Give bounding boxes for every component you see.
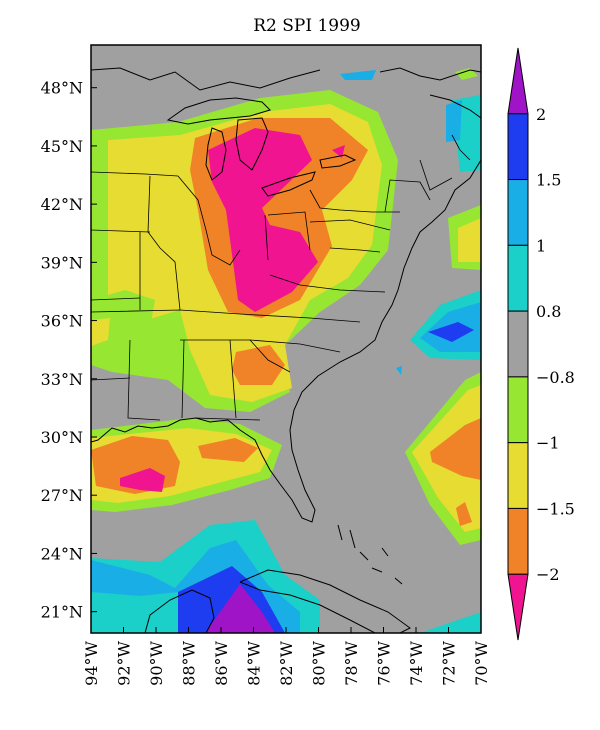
lat-tick-label: 24°N bbox=[41, 544, 83, 563]
lat-tick-label: 27°N bbox=[41, 486, 83, 505]
region-cyan-caribbean-inner bbox=[91, 592, 178, 633]
map-title: R2 SPI 1999 bbox=[253, 16, 361, 36]
colorbar-segment bbox=[507, 179, 529, 246]
lon-tick-label: 72°W bbox=[440, 640, 459, 685]
colorbar-tick-label: −2 bbox=[536, 565, 560, 584]
colorbar-segment bbox=[507, 376, 529, 444]
longitude-axis: 94°W 92°W 90°W 88°W 86°W 84°W 82°W 80°W 78°W 76°W… bbox=[82, 627, 491, 686]
region-cyan-se bbox=[420, 612, 481, 633]
region-blue-north bbox=[340, 70, 376, 80]
map-plot bbox=[91, 45, 481, 633]
region-orange-atlantic bbox=[430, 418, 481, 480]
colorbar-tick-label: −1.5 bbox=[536, 499, 575, 518]
lake-michigan bbox=[205, 127, 227, 181]
lon-tick-label: 76°W bbox=[375, 640, 394, 685]
region-yellow-east bbox=[458, 218, 481, 262]
colorbar-segment bbox=[507, 573, 529, 641]
colorbar-segment bbox=[507, 47, 529, 115]
lon-tick-label: 74°W bbox=[407, 640, 426, 685]
lat-tick-label: 39°N bbox=[41, 253, 83, 272]
colorbar-tick-label: 0.8 bbox=[536, 302, 561, 321]
lon-tick-label: 80°W bbox=[310, 640, 329, 685]
lake-ontario bbox=[319, 154, 357, 169]
colorbar-tick-label: −0.8 bbox=[536, 368, 575, 387]
lat-tick-label: 48°N bbox=[41, 79, 83, 98]
lon-tick-label: 82°W bbox=[277, 640, 296, 685]
coastline-bahamas bbox=[337, 524, 403, 585]
state-borders bbox=[91, 134, 471, 421]
colorbar-tick-label: 2 bbox=[536, 105, 546, 124]
colorbar-segment bbox=[507, 113, 529, 181]
lon-tick-label: 88°W bbox=[180, 640, 199, 685]
coastline-north bbox=[91, 67, 481, 119]
region-blue-small bbox=[396, 366, 402, 375]
coastline-yucatan bbox=[144, 589, 215, 633]
lon-tick-label: 78°W bbox=[342, 640, 361, 685]
lon-tick-label: 94°W bbox=[82, 640, 101, 685]
lat-tick-label: 30°N bbox=[41, 428, 83, 447]
region-green-canada bbox=[455, 68, 478, 80]
lat-tick-label: 21°N bbox=[41, 603, 83, 622]
colorbar: 2 1.5 1 0.8 −0.8 −1 −1.5 −2 bbox=[507, 47, 575, 641]
lat-tick-label: 36°N bbox=[41, 312, 83, 331]
coastlines bbox=[91, 67, 481, 633]
lon-tick-label: 92°W bbox=[115, 640, 134, 685]
latitude-axis: 48°N 45°N 42°N 39°N 36°N 33°N 30°N 27°N 24°N 21°N bbox=[41, 79, 97, 622]
region-orange-atlantic-small bbox=[456, 502, 472, 526]
region-purple-caribbean bbox=[205, 584, 275, 633]
coastline-cuba bbox=[239, 569, 411, 633]
region-blue-ne bbox=[446, 100, 462, 142]
region-orange-georgia bbox=[232, 345, 285, 385]
lat-tick-label: 42°N bbox=[41, 195, 83, 214]
lon-tick-label: 84°W bbox=[245, 640, 264, 685]
colorbar-segment bbox=[507, 442, 529, 509]
colorbar-tick-label: 1.5 bbox=[536, 171, 561, 190]
lon-tick-label: 90°W bbox=[147, 640, 166, 685]
region-yellow-west bbox=[91, 318, 110, 346]
lake-superior bbox=[166, 97, 271, 125]
lake-erie bbox=[261, 171, 316, 197]
colorbar-tick-label: −1 bbox=[536, 434, 560, 453]
coastline-us bbox=[91, 159, 481, 523]
lake-huron bbox=[235, 117, 269, 171]
region-magenta-lakes bbox=[208, 128, 318, 312]
region-darkblue-atlantic bbox=[428, 322, 474, 342]
region-magenta-gulf bbox=[120, 468, 165, 492]
colorbar-segment bbox=[507, 244, 529, 312]
lat-tick-label: 33°N bbox=[41, 370, 83, 389]
colorbar-segment bbox=[507, 507, 529, 575]
colorbar-tick-label: 1 bbox=[536, 236, 546, 255]
lat-tick-label: 45°N bbox=[41, 137, 83, 156]
colorbar-segment bbox=[507, 310, 529, 378]
lon-tick-label: 70°W bbox=[472, 640, 491, 685]
region-orange-gulf-east bbox=[198, 438, 258, 462]
lon-tick-label: 86°W bbox=[212, 640, 231, 685]
region-magenta-lakes-east bbox=[332, 145, 345, 158]
